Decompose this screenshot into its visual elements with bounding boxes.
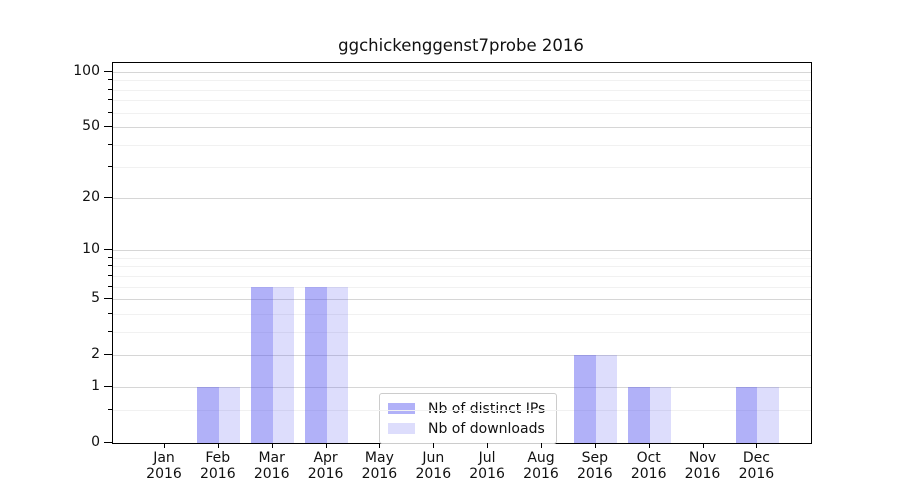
bar-nb-of-downloads	[326, 286, 349, 443]
x-tick-label: Jan 2016	[146, 450, 182, 482]
minor-gridline	[113, 112, 811, 114]
legend-swatch	[388, 403, 415, 414]
y-minor-tick	[108, 111, 112, 113]
major-gridline	[113, 250, 811, 252]
x-tick-label: Nov 2016	[684, 450, 721, 482]
bar-nb-of-downloads	[595, 354, 618, 443]
y-minor-tick	[108, 274, 112, 276]
legend-entry: Nb of downloads	[388, 420, 545, 437]
bar-nb-of-distinct-ips	[305, 286, 327, 443]
x-tick-label: Aug 2016	[523, 450, 559, 482]
y-tick	[104, 442, 112, 443]
y-minor-tick	[108, 88, 112, 90]
major-gridline	[113, 198, 811, 200]
minor-gridline	[113, 313, 811, 315]
y-tick-label: 20	[82, 189, 100, 206]
x-tick	[325, 443, 327, 448]
x-tick	[756, 443, 758, 448]
y-minor-tick	[108, 265, 112, 267]
bar-nb-of-distinct-ips	[251, 286, 273, 443]
major-gridline	[113, 299, 811, 300]
x-tick	[217, 443, 219, 448]
y-minor-tick	[108, 79, 112, 81]
y-tick-label: 0	[91, 434, 100, 450]
y-tick	[104, 125, 112, 127]
y-tick-label: 10	[82, 241, 100, 258]
minor-gridline	[113, 331, 811, 333]
legend-label: Nb of downloads	[428, 420, 545, 437]
x-tick	[379, 443, 381, 448]
y-tick	[104, 71, 112, 72]
x-tick-label: Mar 2016	[253, 450, 290, 482]
x-tick-label: Dec 2016	[738, 450, 775, 482]
y-tick-label: 50	[82, 117, 100, 134]
minor-gridline	[113, 144, 811, 146]
y-minor-tick	[108, 165, 112, 167]
chart-title: ggchickenggenst7probe 2016	[338, 36, 584, 55]
bar-nb-of-distinct-ips	[628, 387, 650, 443]
x-tick-label: Jun 2016	[415, 450, 452, 482]
bar-nb-of-downloads	[272, 286, 295, 443]
major-gridline	[113, 72, 811, 73]
y-minor-tick	[108, 143, 112, 145]
bar-nb-of-distinct-ips	[574, 354, 596, 443]
bar-nb-of-downloads	[218, 387, 241, 443]
legend-label: Nb of distinct IPs	[428, 400, 546, 417]
bar-nb-of-downloads	[649, 387, 672, 443]
x-tick	[702, 443, 704, 448]
bar-nb-of-distinct-ips	[735, 387, 758, 443]
y-tick-label: 1	[91, 378, 100, 395]
legend-swatch	[388, 423, 415, 434]
x-tick	[164, 443, 165, 448]
y-minor-tick	[108, 312, 112, 314]
y-tick-label: 2	[91, 345, 100, 362]
x-tick	[541, 443, 542, 448]
major-gridline	[113, 387, 811, 389]
x-tick	[271, 443, 273, 448]
y-minor-tick	[108, 409, 112, 411]
bar-nb-of-downloads	[757, 387, 779, 443]
y-tick	[104, 298, 112, 299]
y-minor-tick	[108, 256, 112, 258]
x-tick-label: Jul 2016	[469, 450, 505, 482]
x-tick	[433, 443, 435, 448]
y-minor-tick	[108, 330, 112, 332]
legend: Nb of distinct IPs Nb of downloads	[379, 393, 558, 444]
x-tick	[648, 443, 650, 448]
y-tick	[104, 249, 112, 251]
bar-nb-of-distinct-ips	[197, 387, 219, 443]
x-tick	[487, 443, 489, 448]
major-gridline	[113, 354, 811, 356]
minor-gridline	[113, 89, 811, 91]
y-minor-tick	[108, 99, 112, 101]
minor-gridline	[113, 80, 811, 82]
y-tick-label: 100	[73, 63, 100, 79]
y-tick	[104, 197, 112, 199]
x-tick-label: Sep 2016	[576, 450, 613, 482]
y-tick	[104, 386, 112, 388]
y-tick	[104, 353, 112, 355]
minor-gridline	[113, 266, 811, 268]
x-tick-label: Apr 2016	[307, 450, 344, 482]
legend-entry: Nb of distinct IPs	[388, 400, 545, 417]
x-tick-label: Feb 2016	[199, 450, 236, 482]
x-tick-label: May 2016	[361, 450, 398, 482]
y-tick-label: 5	[91, 290, 100, 306]
minor-gridline	[113, 275, 811, 277]
minor-gridline	[113, 166, 811, 168]
minor-gridline	[113, 410, 811, 412]
x-tick-label: Oct 2016	[630, 450, 667, 482]
y-minor-tick	[108, 285, 112, 287]
minor-gridline	[113, 100, 811, 102]
minor-gridline	[113, 257, 811, 259]
major-gridline	[113, 126, 811, 128]
minor-gridline	[113, 286, 811, 288]
x-tick	[594, 443, 596, 448]
plot-area: Nb of distinct IPs Nb of downloads	[112, 62, 812, 444]
